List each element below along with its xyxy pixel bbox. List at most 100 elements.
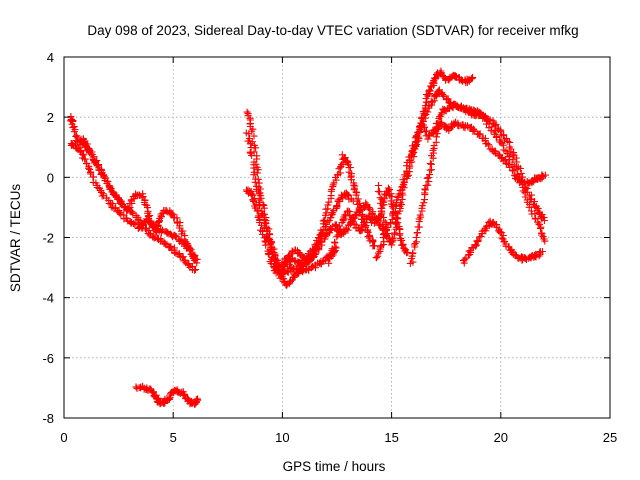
data-point (413, 229, 421, 237)
data-point (145, 227, 153, 234)
data-point (389, 210, 396, 218)
data-point (419, 108, 427, 116)
data-point (388, 193, 396, 201)
data-point (333, 202, 341, 209)
data-point (128, 208, 136, 216)
data-point (393, 214, 401, 222)
data-point (467, 75, 475, 83)
data-point (396, 231, 404, 239)
data-point (374, 252, 382, 260)
axis-ticks: 0 5 10 15 20 25 -8 -6 -4 -2 0 2 4 (42, 50, 617, 445)
data-point (538, 172, 546, 180)
data-point (186, 247, 194, 255)
data-point (486, 116, 494, 124)
data-point (331, 238, 339, 246)
chart-title: Day 098 of 2023, Sidereal Day-to-day VTE… (87, 23, 578, 38)
data-point (492, 121, 500, 129)
data-point (412, 234, 420, 241)
data-point (426, 171, 433, 179)
data-point (421, 102, 429, 110)
data-point (415, 135, 423, 143)
data-point (461, 256, 469, 264)
data-point (389, 235, 397, 243)
data-point (409, 258, 417, 266)
series-arc-12 (406, 118, 549, 267)
data-point (259, 210, 267, 218)
data-point (418, 113, 426, 121)
data-point (469, 73, 476, 81)
data-point (483, 139, 491, 147)
data-point (372, 254, 380, 261)
data-point (406, 156, 413, 164)
data-point (319, 217, 327, 225)
data-point (302, 254, 310, 262)
data-point (93, 157, 101, 165)
data-point (361, 219, 369, 227)
data-point (247, 190, 255, 198)
data-point (508, 166, 516, 174)
data-point (261, 237, 269, 245)
data-point (311, 250, 319, 258)
data-point (138, 224, 146, 232)
data-point (418, 202, 426, 210)
data-point (155, 218, 163, 226)
data-point (399, 176, 407, 184)
data-point (270, 262, 278, 270)
y-tick-label: 4 (47, 50, 54, 65)
data-point (525, 203, 533, 211)
data-point (357, 227, 365, 235)
data-point (362, 199, 370, 207)
data-point (72, 141, 79, 149)
data-point (332, 244, 340, 252)
data-point (342, 211, 349, 219)
data-point (420, 199, 428, 207)
data-point (247, 140, 254, 148)
data-point (396, 202, 404, 210)
y-tick-label: -6 (42, 351, 54, 366)
data-point (416, 211, 424, 219)
data-point (343, 190, 351, 198)
data-point (352, 191, 360, 199)
data-point (332, 221, 340, 229)
data-point (153, 225, 161, 233)
x-tick-label: 5 (170, 430, 177, 445)
data-point (72, 137, 80, 145)
data-point (276, 274, 284, 282)
data-point (131, 220, 139, 228)
data-point (265, 251, 273, 259)
data-point (488, 123, 496, 131)
data-point (192, 398, 200, 406)
data-point (388, 202, 396, 210)
data-point (279, 259, 287, 267)
data-point (391, 229, 398, 237)
data-point (81, 155, 89, 163)
y-tick-label: 0 (47, 170, 54, 185)
data-point (414, 133, 422, 141)
data-point (509, 167, 517, 175)
data-markers (67, 67, 549, 408)
y-tick-label: -8 (42, 411, 54, 426)
data-point (517, 178, 525, 186)
data-point (537, 225, 544, 233)
data-point (317, 238, 325, 246)
data-point (396, 187, 404, 195)
data-point (264, 250, 272, 258)
data-point (365, 212, 373, 220)
data-point (103, 177, 111, 185)
data-point (388, 234, 396, 242)
data-point (509, 150, 517, 158)
data-point (439, 91, 447, 99)
data-point (317, 226, 325, 234)
data-point (501, 155, 509, 163)
data-point (116, 200, 124, 207)
data-point (258, 221, 265, 229)
data-point (430, 97, 438, 105)
data-point (169, 210, 177, 218)
data-point (85, 147, 93, 155)
data-point (256, 189, 264, 197)
data-point (411, 240, 419, 247)
data-point (123, 207, 131, 215)
series-arc-3 (77, 135, 201, 267)
data-point (70, 128, 78, 136)
